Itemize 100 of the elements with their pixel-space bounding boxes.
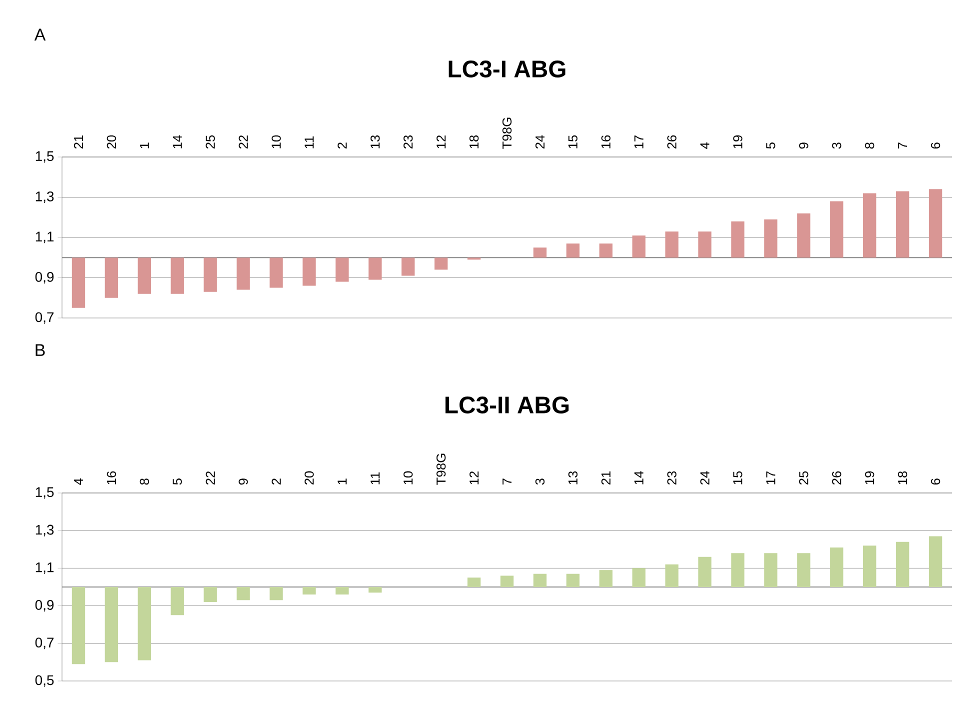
bar — [830, 548, 844, 587]
bar — [402, 258, 415, 276]
x-tick-label: 5 — [766, 142, 776, 149]
bar — [731, 221, 744, 258]
x-tick-label: T98G — [502, 118, 512, 149]
x-tick-label: 12 — [436, 135, 446, 148]
x-tick-label: 24 — [535, 135, 544, 149]
x-tick-label: 12 — [470, 471, 479, 484]
y-tick-label: 1,5 — [36, 151, 54, 163]
x-tick-label: 11 — [370, 472, 380, 484]
y-tick-label: 0,7 — [35, 312, 54, 324]
bar — [434, 258, 448, 270]
bar — [863, 546, 876, 587]
bar — [500, 576, 514, 587]
bar — [764, 553, 778, 587]
x-tick-label: 9 — [238, 478, 248, 485]
x-tick-label: 21 — [74, 135, 84, 149]
x-tick-label: 7 — [502, 478, 512, 485]
x-tick-label: 8 — [140, 478, 149, 485]
x-tick-label: T98G — [436, 454, 446, 485]
x-tick-label: 1 — [338, 478, 347, 484]
x-tick-label: 19 — [865, 471, 874, 484]
x-tick-label: 22 — [238, 135, 248, 149]
bar — [104, 258, 118, 298]
bar — [764, 219, 778, 258]
y-tick-label: 1,3 — [36, 524, 54, 536]
x-tick-label: 16 — [106, 471, 116, 484]
bar — [467, 578, 481, 587]
bar — [336, 586, 349, 595]
bar — [236, 258, 250, 290]
bar — [896, 542, 910, 587]
x-tick-label: 3 — [832, 142, 842, 149]
bar — [104, 586, 118, 662]
x-tick-label: 7 — [898, 142, 908, 149]
x-tick-label: 6 — [930, 478, 940, 485]
bar — [204, 586, 217, 602]
x-tick-label: 23 — [404, 135, 413, 149]
x-tick-label: 10 — [404, 471, 413, 484]
x-tick-label: 13 — [370, 135, 380, 148]
x-tick-label: 17 — [766, 471, 776, 484]
y-tick-label: 1,1 — [36, 232, 54, 244]
bar — [236, 586, 250, 600]
bar — [830, 201, 844, 258]
x-tick-label: 14 — [634, 471, 644, 484]
x-tick-label: 6 — [930, 142, 940, 149]
x-tick-label: 3 — [535, 478, 545, 485]
x-tick-label: 9 — [799, 142, 808, 149]
x-tick-label: 4 — [700, 142, 710, 149]
text: B — [36, 344, 45, 356]
x-tick-label: 26 — [832, 471, 842, 485]
bar — [632, 568, 646, 587]
y-tick-label: 1,1 — [36, 562, 54, 574]
bar — [336, 258, 349, 282]
x-tick-label: 2 — [272, 478, 281, 485]
x-tick-label: 24 — [700, 471, 710, 485]
bar — [270, 258, 283, 288]
chart-title: LC3-II ABG — [446, 396, 569, 414]
x-tick-label: 4 — [74, 478, 83, 485]
bar — [698, 231, 712, 258]
chart-title: LC3-I ABG — [448, 60, 566, 78]
x-tick-label: 26 — [667, 135, 676, 149]
bar — [170, 258, 184, 294]
x-tick-label: 25 — [206, 135, 215, 149]
bar — [368, 258, 382, 280]
x-tick-label: 21 — [601, 471, 610, 485]
bar — [170, 586, 184, 616]
bar — [302, 586, 316, 595]
bar — [270, 586, 283, 600]
bar — [599, 244, 612, 258]
x-tick-label: 25 — [799, 471, 808, 485]
bar — [566, 244, 580, 258]
bar — [665, 564, 678, 587]
bar — [928, 189, 942, 258]
x-tick-label: 5 — [172, 478, 182, 485]
bar — [896, 191, 910, 258]
x-tick-label: 13 — [568, 471, 578, 484]
y-tick-label: 1,5 — [36, 487, 54, 499]
bar — [928, 536, 942, 587]
x-tick-label: 16 — [601, 135, 610, 148]
x-tick-label: 17 — [634, 135, 644, 148]
x-tick-label: 15 — [568, 135, 578, 148]
bar — [698, 556, 712, 587]
bar — [632, 235, 646, 258]
bar — [566, 574, 580, 587]
x-tick-label: 10 — [272, 135, 281, 148]
x-tick-label: 14 — [172, 135, 182, 148]
y-tick-label: 0,9 — [35, 600, 54, 612]
text: A — [34, 28, 46, 40]
bar — [72, 258, 86, 308]
bar — [797, 213, 810, 258]
bar — [138, 258, 152, 294]
bar — [302, 258, 316, 286]
bar — [138, 586, 152, 660]
bar — [863, 193, 876, 258]
x-tick-label: 11 — [304, 136, 314, 148]
bar — [731, 553, 744, 587]
x-tick-label: 18 — [469, 135, 479, 148]
bar — [533, 574, 547, 587]
bar — [797, 553, 810, 587]
bar — [665, 231, 678, 258]
